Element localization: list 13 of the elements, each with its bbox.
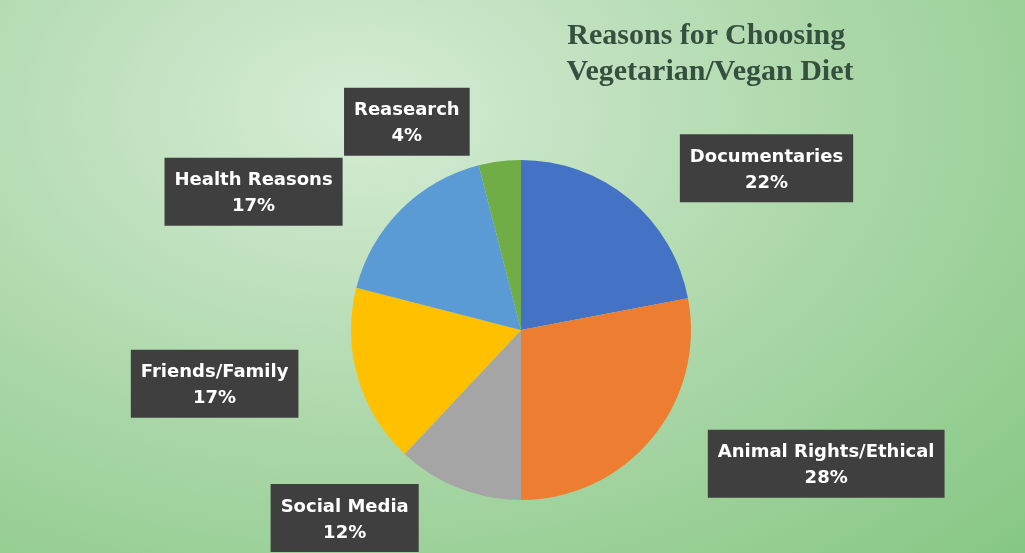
data-label: 12%: [323, 520, 367, 542]
data-label: 17%: [232, 194, 276, 216]
slice-label: Friends/Family: [140, 360, 289, 382]
chart-title: Reasons for Choosing Vegetarian/Vegan Diet: [566, 16, 854, 86]
data-label: 28%: [804, 466, 848, 488]
data-label: 17%: [193, 386, 237, 408]
slice-label: Documentaries: [689, 144, 844, 166]
slice-label: Health Reasons: [174, 168, 333, 190]
slice-label: Animal Rights/Ethical: [717, 440, 935, 462]
slice-label: Social Media: [280, 494, 409, 516]
data-label: 22%: [744, 170, 789, 192]
slice-label: Reasearch: [354, 98, 460, 120]
data-label: 4%: [391, 124, 423, 146]
